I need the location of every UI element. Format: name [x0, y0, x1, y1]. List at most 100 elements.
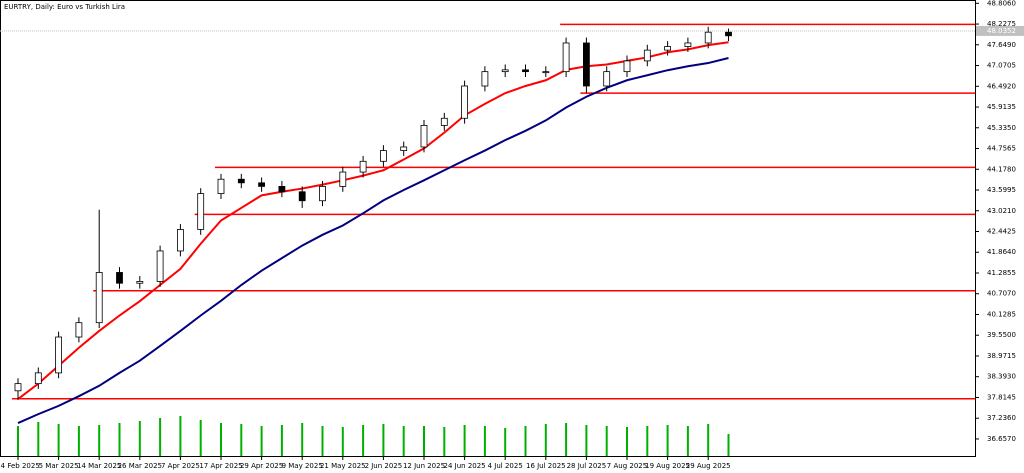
x-tick-label: 5 Mar 2025: [39, 462, 79, 470]
candle-body: [14, 383, 22, 392]
volume-bar: [666, 425, 669, 456]
volume-bar: [727, 434, 730, 456]
y-tick-label: 38.9715: [987, 352, 1016, 360]
volume-bar: [240, 424, 243, 456]
candle-body: [643, 49, 651, 62]
volume-bar: [138, 421, 141, 456]
candle-body: [176, 229, 184, 252]
candle-body: [258, 182, 266, 187]
volume-bar: [626, 427, 628, 456]
volume-bar: [443, 427, 446, 456]
volume-bar: [77, 426, 80, 456]
candle-body: [461, 85, 469, 119]
candle-body: [379, 150, 387, 162]
candle-body: [278, 186, 286, 193]
volume-bar: [686, 426, 689, 456]
y-tick-label: 39.5500: [987, 331, 1016, 339]
x-tick-label: 7 Aug 2025: [607, 462, 647, 470]
y-tick-label: 44.1780: [987, 165, 1016, 173]
candle-body: [34, 372, 42, 385]
candle-body: [522, 69, 529, 73]
candle-body: [400, 146, 408, 151]
candle-body: [217, 178, 225, 194]
volume-bar: [544, 424, 547, 456]
volume-bar: [585, 425, 588, 456]
candle-body: [501, 69, 509, 73]
volume-bar: [707, 424, 710, 456]
bid-box: [976, 25, 1024, 36]
volume-bar: [463, 425, 466, 456]
x-tick-label: 26 Mar 2025: [118, 462, 162, 470]
candle-body: [725, 31, 732, 37]
volume-bar: [402, 426, 405, 456]
y-tick-label: 37.2360: [987, 414, 1016, 422]
x-tick-label: 4 Jul 2025: [488, 462, 523, 470]
volume-bar: [565, 423, 568, 456]
candle-body: [481, 71, 489, 87]
volume-bar: [37, 422, 40, 456]
x-tick-label: 9 May 2025: [282, 462, 323, 470]
volume-bar: [118, 423, 121, 456]
candle-body: [75, 322, 83, 338]
volume-bar: [605, 426, 608, 456]
candle-body: [116, 272, 123, 284]
candle-body: [704, 31, 712, 44]
volume-bar: [179, 416, 182, 456]
y-tick-label: 40.7070: [987, 290, 1016, 298]
candle-body: [623, 60, 631, 73]
x-tick-label: 28 Jul 2025: [567, 462, 607, 470]
volume-bar: [646, 426, 649, 456]
volume-bar: [341, 427, 344, 456]
candle-body: [237, 178, 245, 184]
volume-bar: [57, 424, 60, 456]
y-tick-label: 45.3350: [987, 124, 1016, 132]
x-tick-label: 16 Jul 2025: [526, 462, 566, 470]
x-tick-label: 24 Feb 2025: [0, 462, 40, 470]
candle-body: [156, 250, 164, 282]
moving-average: [17, 57, 729, 424]
y-tick-label: 38.3930: [987, 373, 1016, 381]
volume-bar: [280, 425, 283, 456]
chart-title: EURTRY, Daily: Euro vs Turkish Lira: [4, 3, 125, 11]
y-tick-label: 44.7565: [987, 145, 1016, 153]
candle-body: [197, 193, 205, 230]
y-tick-label: 45.9135: [987, 103, 1016, 111]
candle-body: [440, 117, 448, 126]
y-tick-label: 47.0705: [987, 62, 1016, 70]
volume-bar: [362, 425, 365, 456]
y-tick-label: 40.1285: [987, 310, 1016, 318]
y-tick-label: 36.6570: [987, 435, 1016, 443]
y-tick-label: 46.4920: [987, 82, 1016, 90]
x-tick-label: 24 Jun 2025: [444, 462, 486, 470]
x-tick-label: 29 Aug 2025: [686, 462, 731, 470]
volume-bar: [220, 423, 222, 456]
volume-bar: [159, 418, 162, 456]
bid-label: 48.0352: [987, 27, 1016, 35]
volume-bar: [321, 426, 324, 456]
volume-bar: [260, 426, 263, 456]
x-tick-label: 29 Apr 2025: [240, 462, 283, 470]
x-tick-label: 21 May 2025: [320, 462, 366, 470]
y-tick-label: 48.8060: [987, 0, 1016, 7]
candle-body: [136, 281, 144, 284]
candle-body: [664, 46, 671, 51]
x-tick-label: 19 Aug 2025: [645, 462, 690, 470]
x-tick-label: 7 Apr 2025: [161, 462, 200, 470]
x-tick-label: 17 Apr 2025: [199, 462, 242, 470]
candle-body: [583, 42, 590, 87]
y-tick-label: 43.5995: [987, 186, 1016, 194]
candle-body: [359, 160, 367, 173]
x-tick-label: 12 Jun 2025: [403, 462, 445, 470]
y-tick-label: 47.6490: [987, 41, 1016, 49]
candle-body: [420, 125, 428, 148]
volume-bar: [98, 425, 101, 456]
candle-body: [298, 191, 306, 202]
volume-bar: [382, 424, 385, 456]
y-tick-label: 43.0210: [987, 207, 1016, 215]
volume-bar: [301, 423, 304, 456]
y-tick-label: 41.8640: [987, 248, 1016, 256]
plot-frame: [0, 0, 976, 457]
x-tick-label: 2 Jun 2025: [365, 462, 403, 470]
volume-bar: [483, 426, 486, 456]
